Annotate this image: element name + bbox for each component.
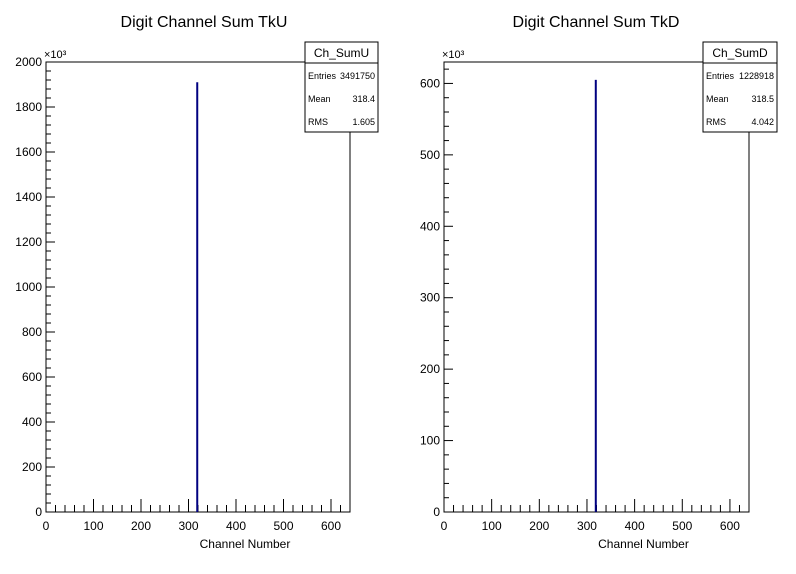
- x-tick-label: 0: [441, 519, 448, 533]
- y-tick-label: 200: [420, 362, 440, 376]
- y-tick-label: 400: [22, 415, 42, 429]
- y-tick-label: 0: [433, 505, 440, 519]
- stats-value: 318.5: [751, 94, 774, 104]
- chart-title: Digit Channel Sum TkD: [513, 14, 680, 31]
- stats-label: Mean: [308, 94, 331, 104]
- stats-value: 3491750: [340, 71, 375, 81]
- stats-value: 1228918: [739, 71, 774, 81]
- panel-left: Digit Channel Sum TkU ×10³ 0 200 400 600 800 10…: [15, 14, 379, 551]
- stats-name: Ch_SumU: [314, 46, 369, 60]
- x-tick-label: 500: [672, 519, 692, 533]
- stats-label: RMS: [308, 117, 328, 127]
- y-exponent-label: ×10³: [442, 49, 465, 61]
- y-tick-label: 1400: [15, 190, 42, 204]
- y-tick-label: 500: [420, 148, 440, 162]
- y-tick-label: 1800: [15, 100, 42, 114]
- x-tick-label: 400: [625, 519, 645, 533]
- histogram-bar: [594, 79, 597, 512]
- x-tick-label: 300: [577, 519, 597, 533]
- y-tick-label: 600: [22, 370, 42, 384]
- stats-label: Mean: [706, 94, 729, 104]
- stats-label: Entries: [308, 71, 337, 81]
- y-tick-label: 2000: [15, 55, 42, 69]
- y-tick-label: 600: [420, 76, 440, 90]
- y-tick-label: 800: [22, 325, 42, 339]
- stats-label: RMS: [706, 117, 726, 127]
- x-tick-label: 600: [321, 519, 341, 533]
- panel-right: Digit Channel Sum TkD ×10³ 0 100 200 300 400 50…: [420, 14, 778, 551]
- histogram-bar: [196, 82, 199, 512]
- x-tick-label: 200: [529, 519, 549, 533]
- y-tick-label: 100: [420, 434, 440, 448]
- chart-title: Digit Channel Sum TkU: [121, 14, 288, 31]
- y-tick-label: 1000: [15, 280, 42, 294]
- x-axis-label: Channel Number: [200, 537, 291, 551]
- stats-value: 4.042: [751, 117, 774, 127]
- x-tick-label: 100: [482, 519, 502, 533]
- y-tick-label: 1200: [15, 235, 42, 249]
- stats-value: 318.4: [352, 94, 375, 104]
- x-tick-label: 500: [273, 519, 293, 533]
- stats-box: [304, 41, 379, 133]
- y-tick-label: 200: [22, 460, 42, 474]
- y-tick-label: 0: [35, 505, 42, 519]
- x-tick-label: 0: [43, 519, 50, 533]
- stats-value: 1.605: [352, 117, 375, 127]
- y-exponent-label: ×10³: [44, 49, 67, 61]
- y-tick-label: 400: [420, 219, 440, 233]
- x-tick-label: 200: [131, 519, 151, 533]
- x-axis-label: Channel Number: [598, 537, 689, 551]
- stats-label: Entries: [706, 71, 735, 81]
- x-tick-label: 100: [83, 519, 103, 533]
- x-tick-label: 600: [720, 519, 740, 533]
- y-tick-label: 1600: [15, 145, 42, 159]
- y-tick-label: 300: [420, 291, 440, 305]
- stats-box: [702, 41, 778, 133]
- x-tick-label: 300: [178, 519, 198, 533]
- stats-name: Ch_SumD: [712, 46, 768, 60]
- x-tick-label: 400: [226, 519, 246, 533]
